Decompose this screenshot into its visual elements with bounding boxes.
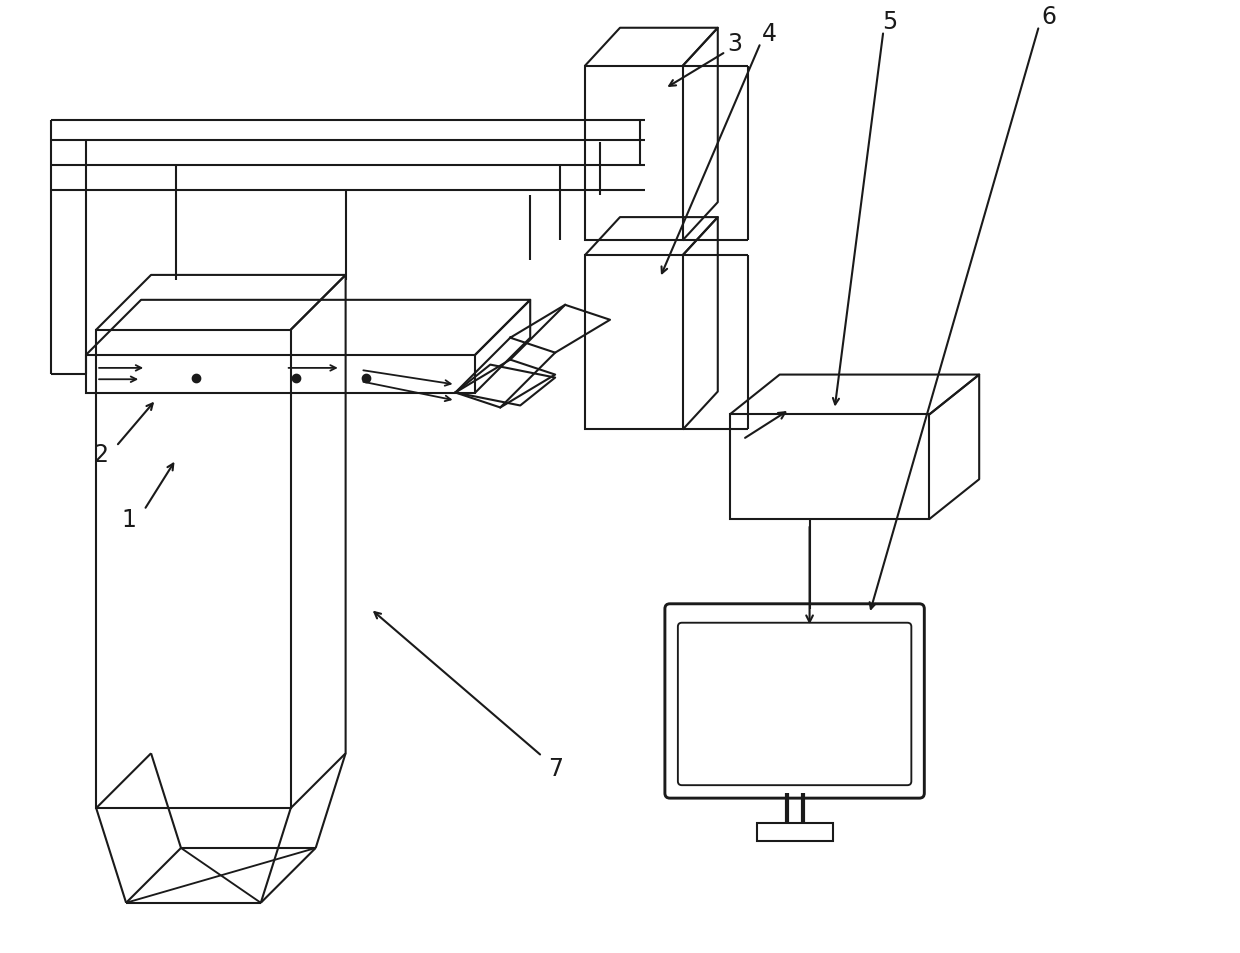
Bar: [756, 823, 832, 841]
Text: 3: 3: [727, 31, 743, 55]
Bar: [97, 331, 290, 808]
Text: 5: 5: [882, 10, 897, 33]
Text: 2: 2: [94, 443, 109, 467]
Bar: [585, 67, 683, 241]
Text: 6: 6: [1042, 5, 1056, 29]
FancyBboxPatch shape: [665, 604, 924, 799]
Bar: [730, 415, 929, 519]
Text: 1: 1: [122, 508, 136, 532]
Bar: [87, 355, 475, 393]
Bar: [585, 255, 683, 430]
Text: 7: 7: [548, 757, 563, 781]
Text: 4: 4: [763, 22, 777, 46]
